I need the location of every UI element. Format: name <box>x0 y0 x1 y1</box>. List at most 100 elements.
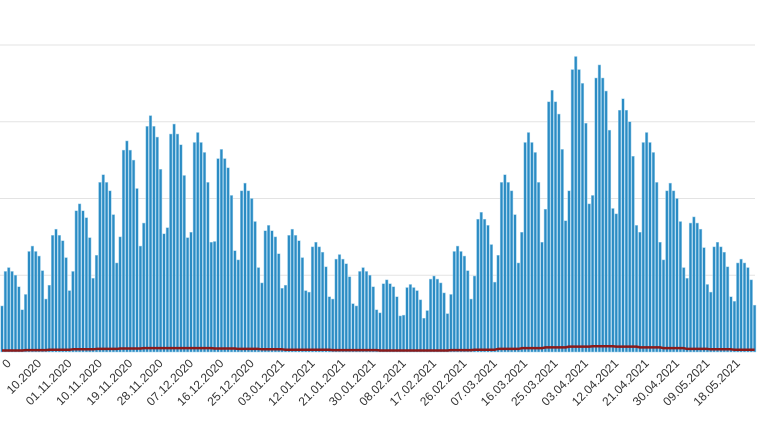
bar <box>189 232 193 353</box>
bar <box>749 279 753 353</box>
bar <box>550 90 554 353</box>
bar <box>506 182 510 353</box>
bar <box>321 251 325 353</box>
bar <box>442 292 446 353</box>
bar <box>523 142 527 353</box>
bar <box>381 283 385 353</box>
bar <box>753 304 757 353</box>
bar <box>54 228 58 353</box>
bar <box>543 208 547 353</box>
bar <box>634 225 639 353</box>
bar <box>516 262 520 353</box>
bar <box>341 258 345 353</box>
bar <box>496 255 500 353</box>
bar <box>358 271 362 353</box>
bar <box>462 255 466 353</box>
bar <box>726 266 730 353</box>
bar <box>94 255 99 353</box>
bar <box>746 267 750 353</box>
bar <box>314 241 318 353</box>
bar <box>449 294 453 353</box>
bar <box>162 233 166 353</box>
bar <box>645 132 649 353</box>
bar <box>179 144 183 353</box>
bar <box>570 69 574 353</box>
bar <box>202 152 207 353</box>
bar <box>263 230 267 353</box>
bar <box>388 283 392 353</box>
bar <box>513 214 517 353</box>
bar <box>739 258 743 353</box>
bar <box>125 140 129 353</box>
bar <box>310 246 315 353</box>
bar <box>108 190 112 353</box>
bar <box>226 167 230 353</box>
bar <box>40 270 45 353</box>
bar <box>675 198 679 353</box>
bar <box>587 203 591 353</box>
bar <box>584 123 588 353</box>
bar <box>564 220 568 353</box>
bar <box>402 314 406 353</box>
bar <box>364 271 369 353</box>
bar <box>192 142 196 353</box>
bar <box>128 149 132 353</box>
bar <box>648 142 652 353</box>
bar <box>148 115 153 353</box>
bar <box>574 56 578 353</box>
bar <box>229 195 234 353</box>
bar <box>169 133 173 353</box>
bar <box>456 245 460 353</box>
bar <box>61 240 65 353</box>
bar <box>0 305 4 353</box>
bar <box>213 241 217 353</box>
bar <box>705 284 709 353</box>
bar <box>692 216 696 353</box>
bar <box>361 267 365 353</box>
bar <box>7 267 11 353</box>
bar <box>607 129 612 353</box>
bar <box>304 290 308 353</box>
bar <box>260 282 264 353</box>
bar <box>678 221 682 353</box>
bar <box>688 222 693 353</box>
bar <box>530 142 534 353</box>
bar <box>641 142 645 353</box>
bar <box>159 169 163 353</box>
bar <box>699 228 703 353</box>
bar <box>651 152 655 353</box>
bar <box>577 69 581 353</box>
bar <box>64 257 68 353</box>
bar <box>297 240 301 353</box>
bar <box>520 232 524 353</box>
bar <box>47 284 51 353</box>
bar <box>732 301 736 353</box>
bar <box>196 132 200 353</box>
bar <box>223 158 227 353</box>
bar <box>246 190 250 353</box>
bar <box>418 299 423 353</box>
bar <box>233 250 237 353</box>
bar <box>661 259 666 353</box>
bar <box>493 281 497 353</box>
bar <box>553 101 558 353</box>
bar <box>611 208 615 353</box>
bar <box>540 241 544 353</box>
bar <box>445 313 450 353</box>
bar <box>385 279 389 353</box>
bar <box>722 251 726 353</box>
bar <box>256 267 261 353</box>
bar <box>472 275 477 353</box>
bar <box>712 246 716 353</box>
bar <box>354 305 358 353</box>
bar <box>300 257 304 353</box>
bar <box>351 303 355 353</box>
bar <box>533 152 537 353</box>
bar <box>57 235 61 353</box>
bar <box>567 190 571 353</box>
bar <box>71 271 75 353</box>
bar <box>277 253 281 353</box>
bar <box>614 213 618 353</box>
bar <box>395 296 399 353</box>
